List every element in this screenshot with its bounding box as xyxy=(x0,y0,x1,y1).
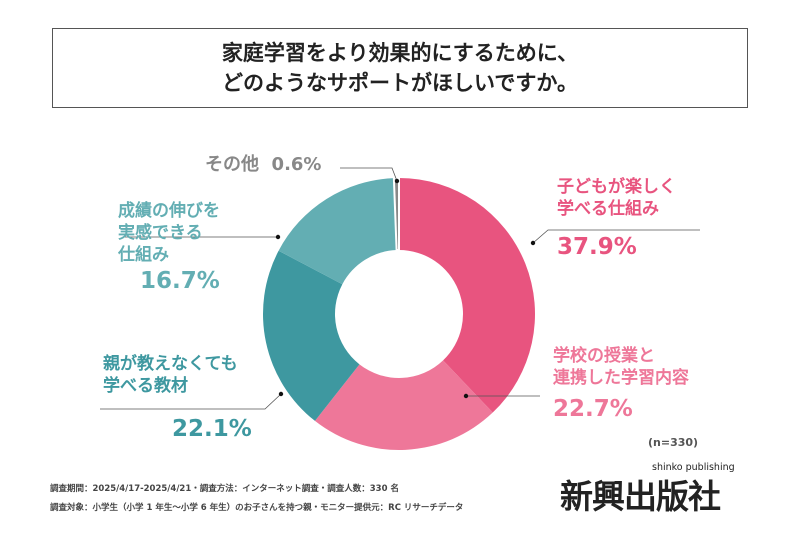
logo: 新興出版社 xyxy=(560,477,721,516)
leader-dot xyxy=(463,393,469,399)
logo-subtitle: shinko publishing xyxy=(652,462,735,473)
slice-fun-learning xyxy=(399,178,535,413)
slice-progress-feel xyxy=(278,178,397,285)
footer-line-2: 調査対象：小学生（小学 1 年生～小学 6 年生）のお子さんを持つ親・モニター提… xyxy=(50,503,464,513)
pct-fun-learning: 37.9% xyxy=(557,234,637,260)
label-school-linked: 学校の授業と 連携した学習内容 xyxy=(553,346,689,388)
title-line-1: 家庭学習をより効果的にするために、 xyxy=(221,41,579,65)
label-other: その他 0.6% xyxy=(205,154,322,175)
leader-dot xyxy=(278,391,284,397)
label-fun-learning: 子どもが楽しく 学べる仕組み xyxy=(557,177,676,219)
leader-dot xyxy=(275,234,281,240)
label-self-study-materials: 親が教えなくても 学べる教材 xyxy=(103,354,238,396)
footer-line-1: 調査期間：2025/4/17-2025/4/21・調査方法：インターネット調査・… xyxy=(50,484,399,494)
leader-dot xyxy=(530,240,536,246)
leader-line xyxy=(532,229,700,244)
title-box: 家庭学習をより効果的にするために、 どのようなサポートがほしいですか。 xyxy=(52,28,748,108)
leader-line xyxy=(340,167,398,182)
sample-size: (n=330) xyxy=(648,436,699,449)
leader-line xyxy=(100,393,282,410)
title-line-2: どのようなサポートがほしいですか。 xyxy=(222,71,578,95)
pct-self-study-materials: 22.1% xyxy=(172,416,252,442)
pct-progress-feel: 16.7% xyxy=(140,268,220,294)
slice-school-linked xyxy=(314,360,493,450)
pct-school-linked: 22.7% xyxy=(553,396,633,422)
slice-self-study-materials xyxy=(263,250,360,421)
label-progress-feel: 成績の伸びを 実感できる 仕組み xyxy=(118,201,220,265)
leader-dot xyxy=(394,178,400,184)
